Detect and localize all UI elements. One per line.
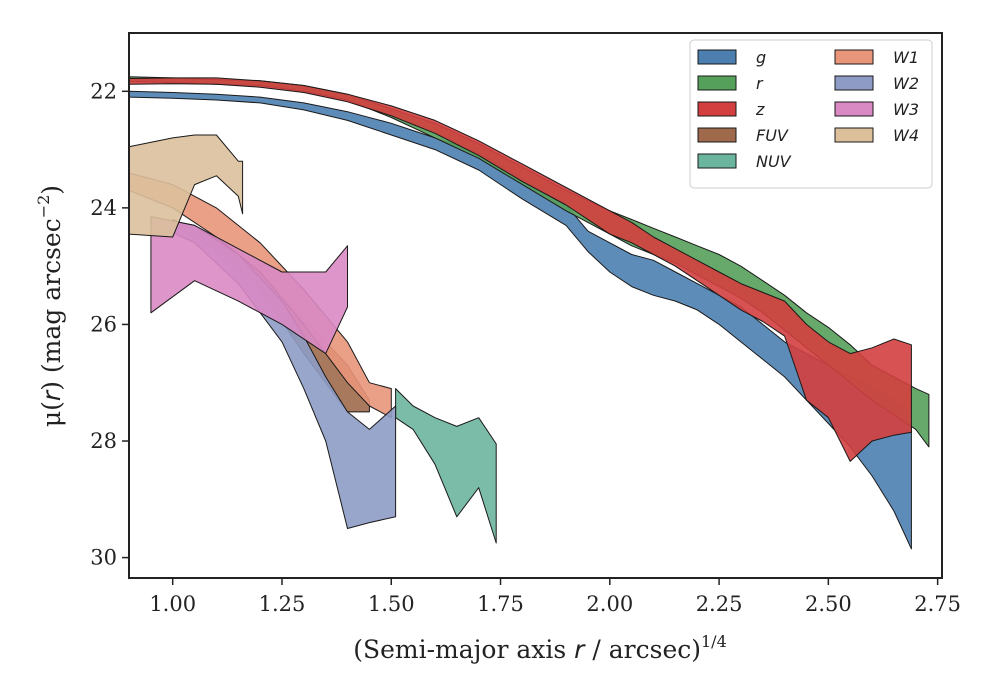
legend-label: W2 <box>893 74 919 93</box>
legend-swatch <box>834 75 874 91</box>
legend: grz FUV NUV W1 W2 W3 W4 <box>689 39 933 189</box>
legend-item-r: r <box>697 74 764 93</box>
legend-label: r <box>756 74 764 93</box>
legend-swatch <box>697 101 737 117</box>
series-band-w4 <box>128 134 244 238</box>
series-band-z <box>128 77 912 462</box>
x-tick-label: 2.50 <box>805 592 852 616</box>
legend-swatch <box>697 75 737 91</box>
legend-item-g: g <box>697 48 766 67</box>
legend-label: W3 <box>893 100 919 119</box>
x-tick-label: 1.75 <box>477 592 524 616</box>
x-tick-label: 1.25 <box>259 592 306 616</box>
x-tick-label: 2.75 <box>914 592 961 616</box>
x-tick-label: 1.00 <box>149 592 196 616</box>
y-axis: 22 24 26 28 30 <box>90 79 129 570</box>
series-band-nuv <box>395 388 497 544</box>
series-bands <box>128 76 930 550</box>
legend-item-z: z <box>697 100 765 119</box>
legend-item-w3: W3 <box>834 100 919 119</box>
legend-item-w2: W2 <box>834 74 919 93</box>
legend-item-w1: W1 <box>834 48 919 67</box>
x-axis: 1.00 1.25 1.50 1.75 2.00 2.25 2.50 2.75 <box>149 578 961 616</box>
series-band-w3 <box>150 216 348 355</box>
y-tick-label: 24 <box>90 196 117 220</box>
x-axis-label: (Semi-major axis r / arcsec)1/4 <box>353 632 727 664</box>
y-tick-label: 30 <box>90 546 117 570</box>
legend-swatch <box>834 127 874 143</box>
legend-label: z <box>755 100 765 119</box>
legend-item-w4: W4 <box>834 126 919 145</box>
legend-label: W4 <box>893 126 919 145</box>
x-tick-label: 1.50 <box>368 592 415 616</box>
legend-label: W1 <box>893 48 919 67</box>
legend-label: g <box>756 48 766 67</box>
y-axis-label: μ(r) (mag arcsec−2) <box>34 185 66 427</box>
legend-label: NUV <box>756 152 792 171</box>
legend-swatch <box>834 49 874 65</box>
legend-swatch <box>697 127 737 143</box>
y-tick-label: 28 <box>90 429 117 453</box>
plot-frame <box>128 32 943 579</box>
legend-swatch <box>834 101 874 117</box>
legend-swatch <box>697 49 737 65</box>
y-tick-label: 26 <box>90 312 117 336</box>
legend-label: FUV <box>756 126 789 145</box>
x-tick-label: 2.00 <box>586 592 633 616</box>
legend-swatch <box>697 153 737 169</box>
legend-item-nuv: NUV <box>697 152 792 171</box>
x-tick-label: 2.25 <box>696 592 743 616</box>
legend-item-fuv: FUV <box>697 126 789 145</box>
y-tick-label: 22 <box>90 79 117 103</box>
